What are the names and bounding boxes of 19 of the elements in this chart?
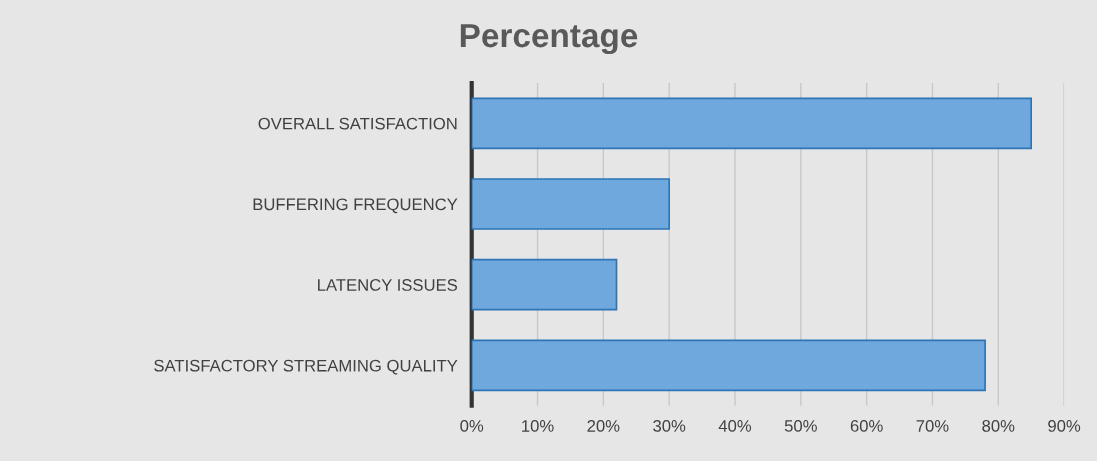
y-tick-label: OVERALL SATISFACTION <box>258 117 457 130</box>
x-tick-label: 10% <box>522 420 554 432</box>
x-tick-label: 40% <box>718 420 752 432</box>
x-tick-label: 30% <box>653 420 686 432</box>
x-tick-label: 90% <box>1048 420 1081 432</box>
x-tick-label: 0% <box>460 420 484 432</box>
y-tick-label: BUFFERING FREQUENCY <box>253 198 458 214</box>
x-tick-label: 20% <box>587 420 620 432</box>
chart-title: Percentage <box>460 24 638 55</box>
x-tick-label: 50% <box>784 420 817 432</box>
x-tick-label: 80% <box>982 420 1015 432</box>
x-tick-label: 60% <box>850 420 883 432</box>
bar <box>471 97 1033 150</box>
bar <box>471 258 618 311</box>
bar <box>471 339 986 392</box>
y-tick-label: SATISFACTORY STREAMING QUALITY <box>154 359 458 375</box>
bar <box>471 178 671 230</box>
y-tick-label: LATENCY ISSUES <box>318 279 458 291</box>
x-tick-label: 70% <box>916 420 949 432</box>
